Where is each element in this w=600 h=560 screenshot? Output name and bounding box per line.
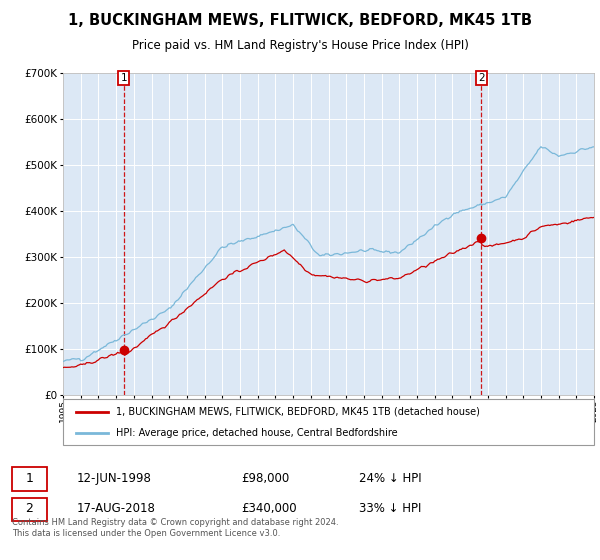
FancyBboxPatch shape [12, 467, 47, 491]
Text: 2: 2 [26, 502, 34, 515]
Text: 24% ↓ HPI: 24% ↓ HPI [359, 472, 421, 485]
Text: 2: 2 [478, 73, 485, 83]
Text: £340,000: £340,000 [241, 502, 297, 515]
FancyBboxPatch shape [12, 498, 47, 521]
Text: 17-AUG-2018: 17-AUG-2018 [77, 502, 155, 515]
Text: 1: 1 [121, 73, 127, 83]
Text: Contains HM Land Registry data © Crown copyright and database right 2024.
This d: Contains HM Land Registry data © Crown c… [12, 518, 338, 538]
Text: 1, BUCKINGHAM MEWS, FLITWICK, BEDFORD, MK45 1TB: 1, BUCKINGHAM MEWS, FLITWICK, BEDFORD, M… [68, 13, 532, 28]
Text: 33% ↓ HPI: 33% ↓ HPI [359, 502, 421, 515]
Text: HPI: Average price, detached house, Central Bedfordshire: HPI: Average price, detached house, Cent… [116, 428, 398, 438]
Text: 1: 1 [26, 472, 34, 485]
Text: Price paid vs. HM Land Registry's House Price Index (HPI): Price paid vs. HM Land Registry's House … [131, 39, 469, 52]
FancyBboxPatch shape [63, 399, 594, 445]
Text: 1, BUCKINGHAM MEWS, FLITWICK, BEDFORD, MK45 1TB (detached house): 1, BUCKINGHAM MEWS, FLITWICK, BEDFORD, M… [116, 407, 480, 417]
Text: £98,000: £98,000 [241, 472, 289, 485]
Text: 12-JUN-1998: 12-JUN-1998 [77, 472, 151, 485]
